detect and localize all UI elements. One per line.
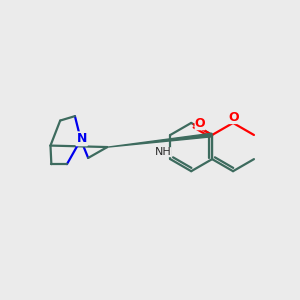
Text: N: N xyxy=(76,132,87,145)
Text: O: O xyxy=(228,111,239,124)
Text: O: O xyxy=(195,117,205,130)
Polygon shape xyxy=(108,133,212,147)
Text: NH: NH xyxy=(155,147,172,157)
